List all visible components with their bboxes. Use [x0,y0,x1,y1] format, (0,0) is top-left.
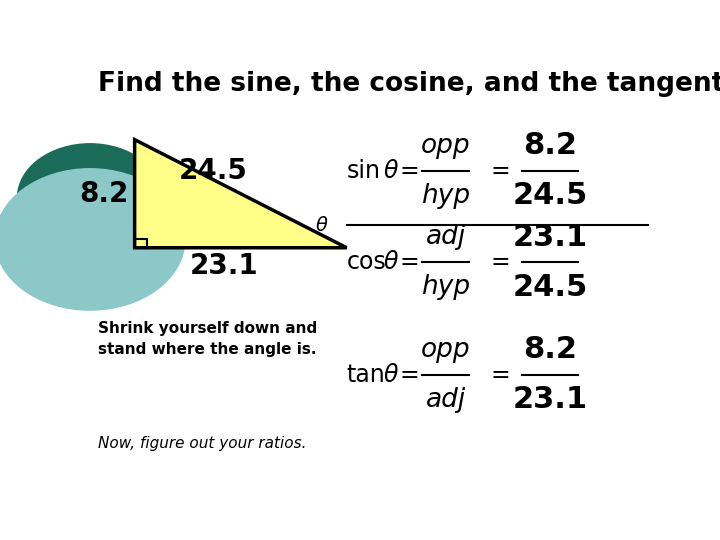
Polygon shape [135,140,347,248]
Text: 24.5: 24.5 [179,157,247,185]
Text: 8.2: 8.2 [79,180,129,208]
Text: sin: sin [347,159,381,183]
Text: =: = [490,362,510,387]
Text: cos: cos [347,251,387,274]
Text: Now, figure out your ratios.: Now, figure out your ratios. [99,436,307,451]
Bar [135,239,147,248]
Text: 24.5: 24.5 [513,181,588,210]
Text: adj: adj [426,224,466,251]
Text: $\theta$: $\theta$ [383,251,399,274]
Circle shape [0,168,185,310]
Text: $\!\!\mathit{\theta}$: $\!\!\mathit{\theta}$ [316,217,329,235]
Text: Shrink yourself down and
stand where the angle is.: Shrink yourself down and stand where the… [99,321,318,356]
Text: 8.2: 8.2 [523,131,577,160]
Text: opp: opp [421,133,471,159]
Text: hyp: hyp [421,183,470,209]
Text: =: = [490,251,510,274]
Text: hyp: hyp [421,274,470,300]
Text: 8.2: 8.2 [523,335,577,364]
Text: 23.1: 23.1 [513,385,588,414]
Text: $\theta$: $\theta$ [383,159,399,183]
Text: =: = [490,159,510,183]
Circle shape [17,144,163,252]
Text: 24.5: 24.5 [513,273,588,302]
Text: Find the sine, the cosine, and the tangent of theta: Find the sine, the cosine, and the tange… [99,71,720,97]
Text: 23.1: 23.1 [513,223,588,252]
Text: =: = [400,362,420,387]
Text: =: = [400,159,420,183]
Text: $\theta$: $\theta$ [383,362,399,387]
Text: opp: opp [421,336,471,363]
Text: 23.1: 23.1 [189,253,258,280]
Text: =: = [400,251,420,274]
Text: adj: adj [426,387,466,413]
Text: tan: tan [347,362,385,387]
